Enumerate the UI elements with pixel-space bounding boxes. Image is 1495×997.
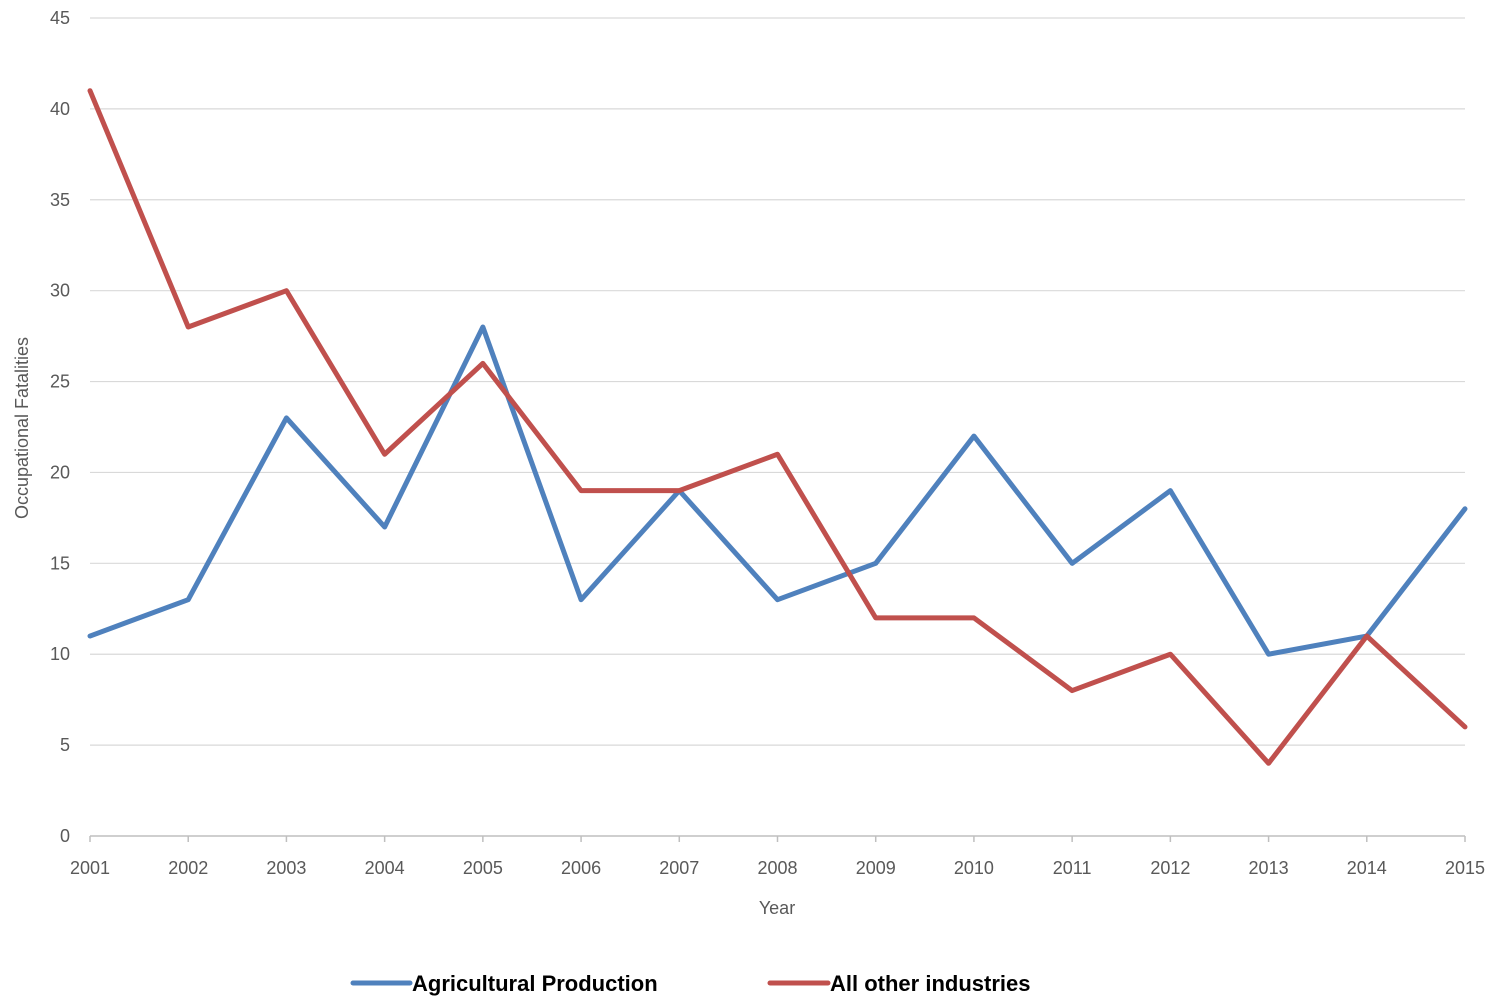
series-lines xyxy=(87,88,1468,766)
y-axis-tick-labels: 0 5 10 15 20 25 30 35 40 45 xyxy=(50,8,70,846)
data-point xyxy=(971,615,977,621)
data-point xyxy=(578,597,584,603)
x-tick-label: 2014 xyxy=(1347,858,1387,878)
x-tick-label: 2004 xyxy=(365,858,405,878)
y-tick-label: 40 xyxy=(50,99,70,119)
data-point xyxy=(1462,724,1468,730)
y-tick-label: 25 xyxy=(50,372,70,392)
data-point xyxy=(1167,488,1173,494)
data-point xyxy=(185,324,191,330)
series-line-1 xyxy=(87,88,1468,766)
x-tick-label: 2013 xyxy=(1249,858,1289,878)
x-tick-label: 2002 xyxy=(168,858,208,878)
x-axis-title: Year xyxy=(759,898,795,918)
x-tick-label: 2006 xyxy=(561,858,601,878)
data-point xyxy=(87,633,93,639)
x-tick-label: 2003 xyxy=(266,858,306,878)
data-point xyxy=(1167,651,1173,657)
x-tick-label: 2012 xyxy=(1150,858,1190,878)
data-point xyxy=(185,597,191,603)
gridlines xyxy=(90,17,1465,746)
y-tick-label: 5 xyxy=(60,735,70,755)
data-point xyxy=(382,524,388,530)
y-tick-label: 45 xyxy=(50,8,70,28)
data-point xyxy=(1069,688,1075,694)
x-tick-label: 2010 xyxy=(954,858,994,878)
data-point xyxy=(1069,560,1075,566)
data-point xyxy=(1266,760,1272,766)
y-tick-label: 20 xyxy=(50,462,70,482)
x-tick-label: 2009 xyxy=(856,858,896,878)
data-point xyxy=(775,597,781,603)
x-tick-label: 2008 xyxy=(757,858,797,878)
data-point xyxy=(382,451,388,457)
data-point xyxy=(873,560,879,566)
y-tick-label: 10 xyxy=(50,644,70,664)
data-point xyxy=(578,488,584,494)
y-tick-label: 15 xyxy=(50,553,70,573)
x-tick-label: 2015 xyxy=(1445,858,1485,878)
legend: Agricultural Production All other industr… xyxy=(350,971,1030,996)
y-axis-title: Occupational Fatalities xyxy=(12,337,32,519)
x-axis-tick-labels: 2001 2002 2003 2004 2005 2006 2007 2008 2009 2010… xyxy=(70,858,1485,878)
legend-label: All other industries xyxy=(830,971,1030,996)
data-point xyxy=(480,324,486,330)
y-tick-label: 0 xyxy=(60,826,70,846)
x-tick-label: 2011 xyxy=(1053,858,1092,878)
data-point xyxy=(283,288,289,294)
x-tick-label: 2005 xyxy=(463,858,503,878)
data-point xyxy=(676,488,682,494)
data-point xyxy=(480,360,486,366)
data-point xyxy=(87,88,93,94)
y-tick-label: 35 xyxy=(50,190,70,210)
data-point xyxy=(971,433,977,439)
legend-label: Agricultural Production xyxy=(412,971,658,996)
data-point xyxy=(283,415,289,421)
series-line-0 xyxy=(87,324,1468,657)
data-point xyxy=(873,615,879,621)
x-tick-label: 2007 xyxy=(659,858,699,878)
x-tick-label: 2001 xyxy=(70,858,110,878)
y-tick-label: 30 xyxy=(50,281,70,301)
data-point xyxy=(775,451,781,457)
data-point xyxy=(1364,633,1370,639)
data-point xyxy=(1462,506,1468,512)
data-point xyxy=(1266,651,1272,657)
x-axis xyxy=(89,835,1466,842)
